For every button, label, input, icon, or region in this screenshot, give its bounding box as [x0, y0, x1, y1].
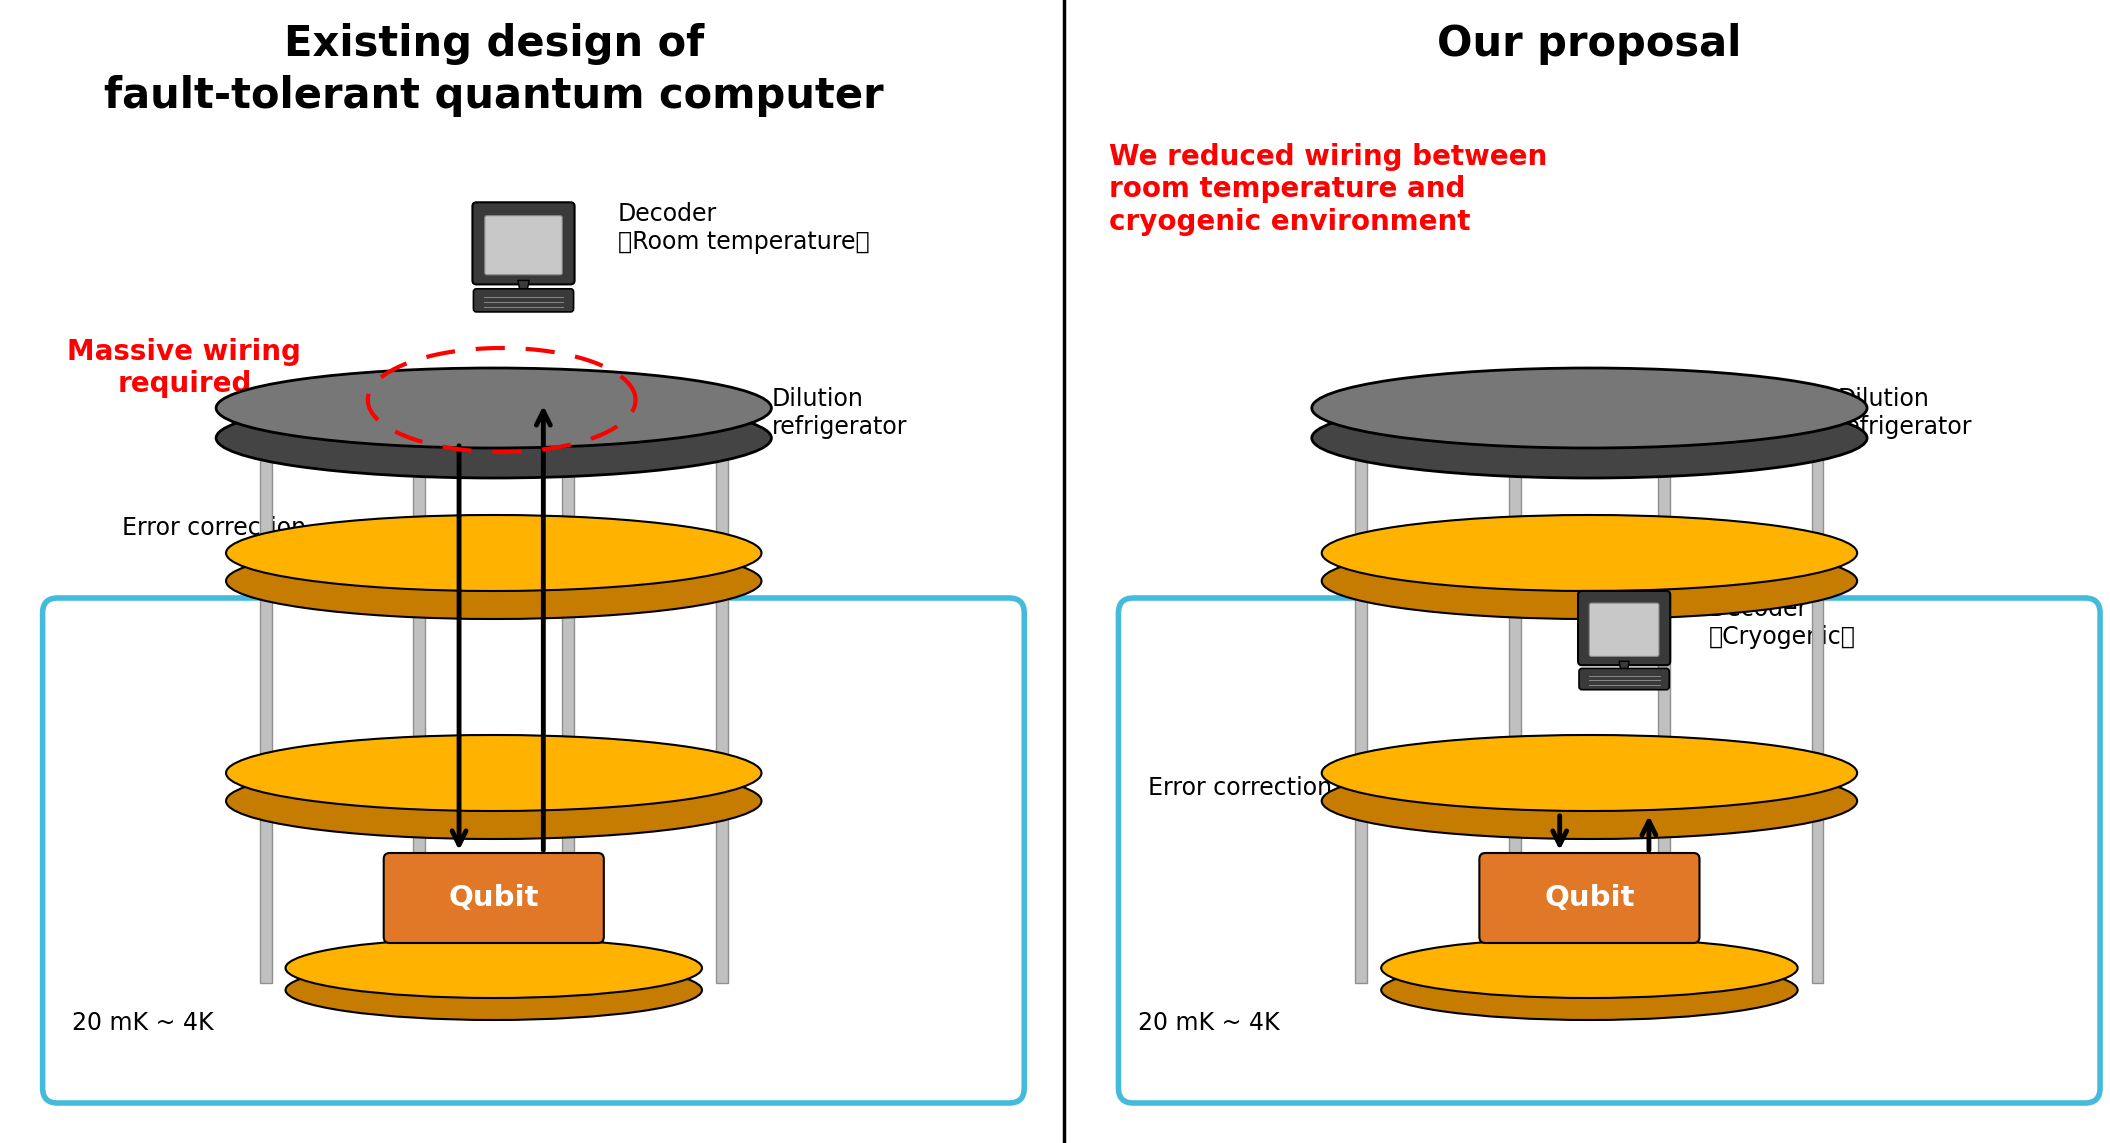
Ellipse shape	[226, 764, 762, 839]
Text: Existing design of
fault-tolerant quantum computer: Existing design of fault-tolerant quantu…	[103, 23, 884, 117]
FancyBboxPatch shape	[1578, 669, 1669, 689]
Polygon shape	[1812, 438, 1823, 983]
Ellipse shape	[215, 398, 772, 478]
Ellipse shape	[226, 543, 762, 620]
Polygon shape	[1509, 438, 1521, 983]
Ellipse shape	[1382, 938, 1798, 998]
FancyBboxPatch shape	[485, 216, 561, 274]
Polygon shape	[1355, 438, 1367, 983]
Ellipse shape	[285, 960, 703, 1020]
Ellipse shape	[1321, 515, 1857, 591]
Text: Dilution
refrigerator: Dilution refrigerator	[1838, 387, 1973, 439]
Text: Decoder
（Room temperature）: Decoder （Room temperature）	[618, 202, 869, 254]
Polygon shape	[1658, 438, 1669, 983]
Text: 20 mK ~ 4K: 20 mK ~ 4K	[72, 1012, 213, 1036]
Text: Qubit: Qubit	[449, 884, 538, 912]
FancyBboxPatch shape	[1479, 853, 1699, 943]
FancyBboxPatch shape	[384, 853, 603, 943]
Ellipse shape	[1321, 735, 1857, 812]
Text: Decoder
（Cryogenic）: Decoder （Cryogenic）	[1709, 597, 1855, 649]
Ellipse shape	[285, 938, 703, 998]
Ellipse shape	[226, 515, 762, 591]
Polygon shape	[715, 438, 728, 983]
Text: Qubit: Qubit	[1545, 884, 1635, 912]
Ellipse shape	[1321, 764, 1857, 839]
Text: Error correction: Error correction	[122, 515, 306, 539]
Ellipse shape	[1312, 398, 1867, 478]
Polygon shape	[414, 438, 426, 983]
Ellipse shape	[226, 735, 762, 812]
FancyBboxPatch shape	[473, 202, 574, 285]
Ellipse shape	[1312, 368, 1867, 448]
FancyBboxPatch shape	[1589, 604, 1658, 656]
Text: 20 mK ~ 4K: 20 mK ~ 4K	[1137, 1012, 1281, 1036]
Text: Error correction: Error correction	[1148, 776, 1331, 800]
Polygon shape	[561, 438, 574, 983]
FancyBboxPatch shape	[473, 289, 574, 312]
Text: Dilution
refrigerator: Dilution refrigerator	[772, 387, 907, 439]
Ellipse shape	[215, 368, 772, 448]
Text: Massive wiring
required: Massive wiring required	[68, 338, 302, 399]
Text: Observed values: Observed values	[1614, 776, 1812, 800]
Polygon shape	[1618, 661, 1629, 670]
Text: Observed
values: Observed values	[597, 533, 711, 584]
Ellipse shape	[1382, 960, 1798, 1020]
FancyBboxPatch shape	[1578, 591, 1671, 665]
Ellipse shape	[1321, 543, 1857, 620]
Polygon shape	[517, 280, 530, 290]
Polygon shape	[260, 438, 272, 983]
Text: We reduced wiring between
room temperature and
cryogenic environment: We reduced wiring between room temperatu…	[1108, 143, 1547, 235]
Text: Our proposal: Our proposal	[1437, 23, 1741, 65]
